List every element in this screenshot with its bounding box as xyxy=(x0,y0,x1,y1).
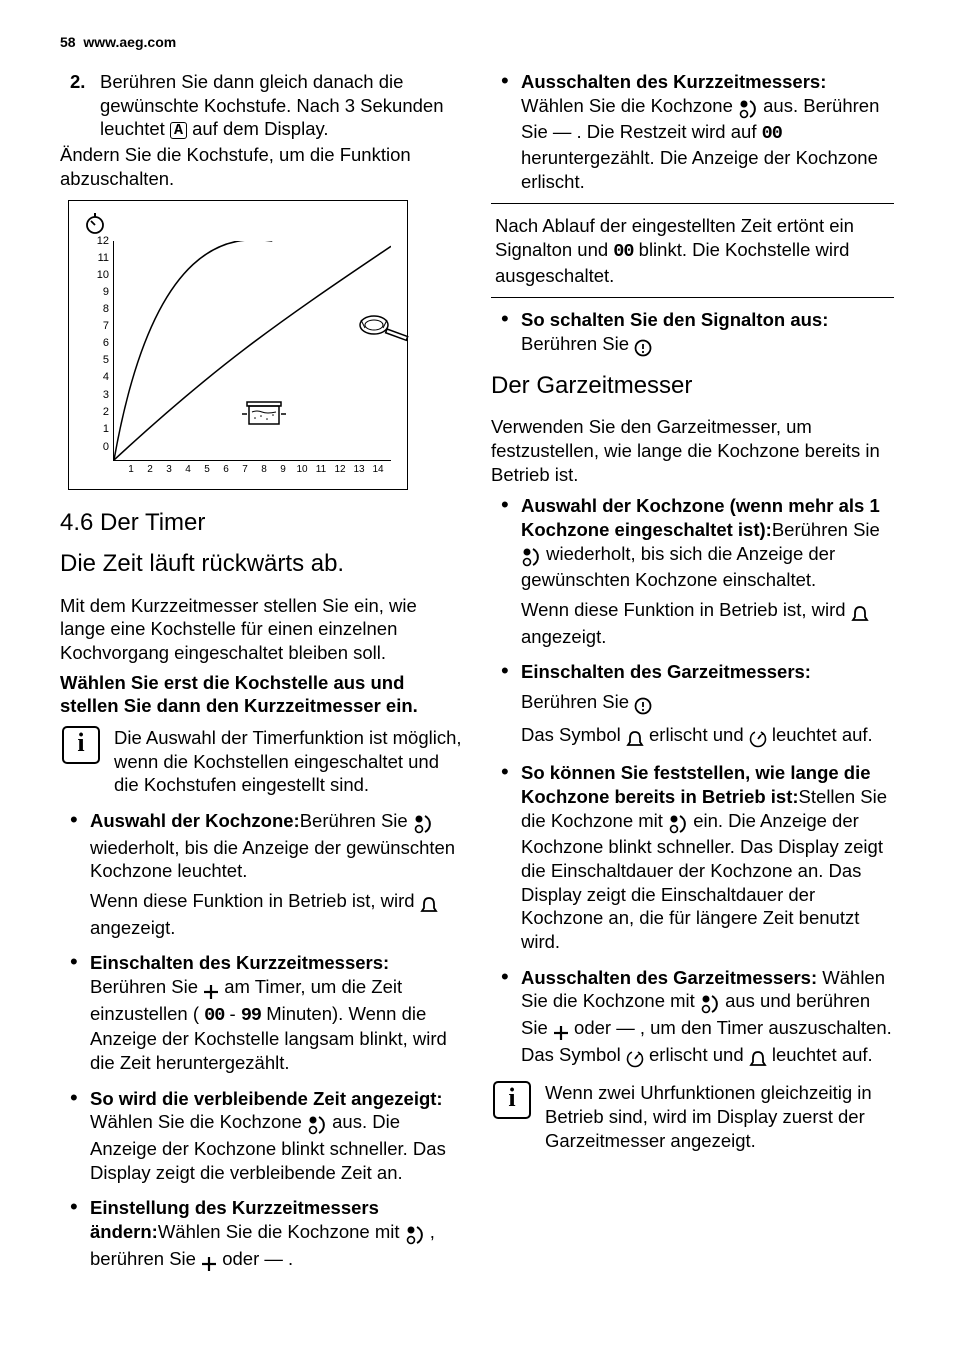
bell-icon xyxy=(420,892,438,916)
display-a-icon: A xyxy=(170,122,187,139)
bullet-verbleibende-zeit: So wird die verbleibende Zeit angezeigt:… xyxy=(60,1087,463,1185)
bullet-auswahl-kochzone: Auswahl der Kochzone:Berühren Sie wieder… xyxy=(60,809,463,939)
signal-callout: Nach Ablauf der eingestellten Zeit ertön… xyxy=(491,203,894,298)
bullet-garzeit-auswahl: Auswahl der Kochzone (wenn mehr als 1 Ko… xyxy=(491,494,894,648)
intro-after: Ändern Sie die Kochstufe, um die Funktio… xyxy=(60,143,463,190)
info-box-2: Wenn zwei Uhrfunktionen gleichzeitig in … xyxy=(491,1081,894,1152)
clock-warning-icon xyxy=(634,335,652,359)
pan-icon xyxy=(359,315,413,345)
bell-icon xyxy=(626,726,644,750)
bullet-signalton-aus: So schalten Sie den Signalton aus: Berüh… xyxy=(491,308,894,358)
minus-icon: — xyxy=(553,121,572,142)
clock-running-icon xyxy=(749,726,767,750)
bell-icon xyxy=(749,1046,767,1070)
zone-select-icon xyxy=(307,1113,327,1137)
zone-select-icon xyxy=(405,1223,425,1247)
chart-axes xyxy=(113,241,391,461)
seg-00: 00 xyxy=(613,241,633,262)
info-icon xyxy=(493,1081,531,1119)
plus-icon xyxy=(203,978,219,1002)
info-icon xyxy=(62,726,100,764)
minus-icon: — xyxy=(616,1017,635,1038)
bullet-einschalten-timer: Einschalten des Kurzzeitmessers: Berühre… xyxy=(60,951,463,1074)
minus-icon: — xyxy=(264,1248,283,1269)
zone-select-icon xyxy=(413,812,433,836)
clock-running-icon xyxy=(626,1046,644,1070)
site-url: www.aeg.com xyxy=(83,34,176,50)
seg-00: 00 xyxy=(204,1005,224,1026)
clock-warning-icon xyxy=(634,693,652,717)
section-intro: Mit dem Kurzzeitmesser stellen Sie ein, … xyxy=(60,594,463,665)
zone-select-icon xyxy=(668,812,688,836)
zone-select-icon xyxy=(521,545,541,569)
page-number: 58 xyxy=(60,34,76,50)
step-2: 2. Berühren Sie dann gleich danach die g… xyxy=(60,70,463,141)
zone-select-icon xyxy=(700,992,720,1016)
heat-chart: 12 11 10 9 8 7 6 5 4 3 2 1 0 1 2 3 4 5 6… xyxy=(68,200,408,490)
info-box-1: Die Auswahl der Timerfunktion ist möglic… xyxy=(60,726,463,797)
garzeit-intro: Verwenden Sie den Garzeitmesser, um fest… xyxy=(491,415,894,486)
garzeit-heading: Der Garzeitmesser xyxy=(491,371,894,402)
section-subtitle: Die Zeit läuft rückwärts ab. xyxy=(60,549,463,580)
bell-icon xyxy=(851,601,869,625)
section-bold-intro: Wählen Sie erst die Kochstelle aus und s… xyxy=(60,671,463,718)
bullet-garzeit-anzeige: So können Sie feststellen, wie lange die… xyxy=(491,761,894,953)
seg-00: 00 xyxy=(762,123,782,144)
page-header: 58 www.aeg.com xyxy=(60,34,894,52)
bullet-garzeit-ausschalten: Ausschalten des Garzeitmessers: Wählen S… xyxy=(491,966,894,1070)
section-heading: 4.6 Der Timer xyxy=(60,508,463,539)
bullet-ausschalten-timer: Ausschalten des Kurzzeitmessers: Wählen … xyxy=(491,70,894,193)
bullet-einstellung-aendern: Einstellung des Kurzzeitmessers ändern:W… xyxy=(60,1196,463,1273)
bullet-garzeit-einschalten: Einschalten des Garzeitmessers: Berühren… xyxy=(491,660,894,749)
seg-99: 99 xyxy=(241,1005,261,1026)
plus-icon xyxy=(553,1019,569,1043)
plus-icon xyxy=(201,1250,217,1274)
zone-select-icon xyxy=(738,97,758,121)
pot-icon xyxy=(249,396,293,432)
step-number: 2. xyxy=(70,70,85,94)
